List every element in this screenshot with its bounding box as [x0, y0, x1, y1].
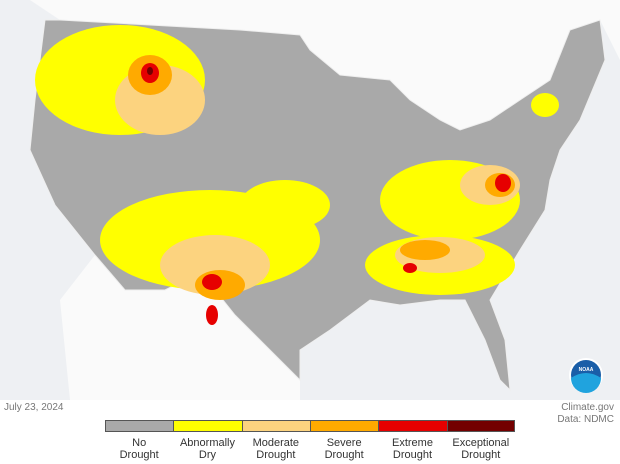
- date: July 23, 2024: [4, 402, 64, 413]
- drought-area: [400, 240, 450, 260]
- drought-area: [240, 180, 330, 230]
- legend-label: Exceptional Drought: [452, 437, 510, 461]
- legend-swatch: [309, 420, 379, 432]
- legend-item: Extreme Drought: [378, 420, 447, 461]
- drought-area: [206, 305, 218, 325]
- legend-label: Severe Drought: [324, 437, 364, 461]
- legend-swatch: [241, 420, 310, 432]
- logo-wave: [571, 373, 601, 393]
- legend-swatch: [446, 420, 515, 432]
- legend-swatch: [105, 420, 174, 432]
- legend-swatch: [378, 420, 447, 432]
- map: NOAA: [0, 0, 620, 400]
- legend: No Drought Abnormally Dry Moderate Drought…: [105, 420, 515, 461]
- drought-area: [495, 174, 511, 192]
- drought-area: [531, 93, 559, 117]
- source: Climate.gov: [561, 402, 614, 413]
- legend-swatch: [173, 420, 242, 432]
- drought-area: [202, 274, 222, 290]
- drought-area: [403, 263, 417, 273]
- logo-text: NOAA: [579, 367, 594, 373]
- mexico: [60, 255, 300, 400]
- drought-area: [147, 67, 153, 75]
- canada: [30, 0, 620, 130]
- legend-label: Extreme Drought: [391, 437, 433, 461]
- legend-item: Severe Drought: [309, 420, 379, 461]
- legend-item: Exceptional Drought: [446, 420, 515, 461]
- legend-label: No Drought: [119, 437, 159, 461]
- drought-areas: [35, 25, 559, 325]
- legend-label: Abnormally Dry: [179, 437, 235, 461]
- legend-item: Abnormally Dry: [173, 420, 242, 461]
- legend-item: No Drought: [105, 420, 174, 461]
- credit: Data: NDMC: [557, 414, 614, 425]
- legend-label: Moderate Drought: [252, 437, 300, 461]
- legend-item: Moderate Drought: [241, 420, 310, 461]
